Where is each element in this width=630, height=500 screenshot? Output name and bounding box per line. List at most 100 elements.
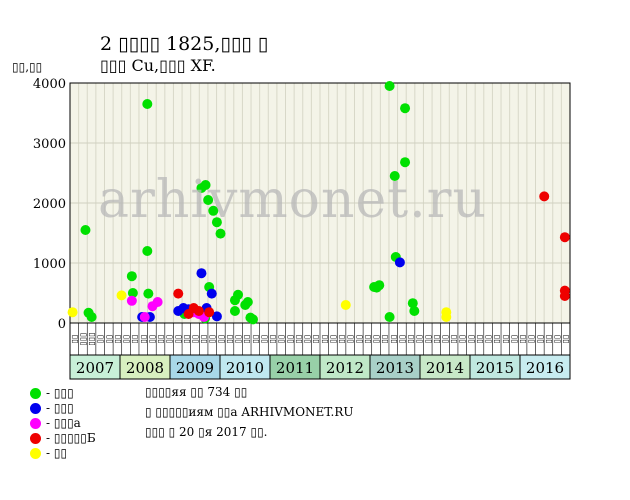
month-tick-label: ▯▯ (561, 335, 570, 344)
data-point (242, 297, 253, 307)
legend-item-red: - ▯▯▯▯▯Б (30, 431, 96, 445)
month-tick-label: ▯▯ (104, 335, 113, 344)
month-tick-label: ▯▯▯ (87, 332, 96, 345)
month-tick-label: ▯▯ (475, 335, 484, 344)
year-band (269, 354, 321, 380)
y-tick-label: 2000 (33, 197, 66, 212)
month-tick-label: ▯▯ (406, 335, 415, 344)
month-tick-label: ▯▯ (303, 335, 312, 344)
month-tick-label: ▯▯ (70, 335, 79, 344)
month-tick-label: ▯▯ (432, 335, 441, 344)
month-tick-label: ▯▯ (130, 335, 139, 344)
month-tick-label: ▯▯ (423, 335, 432, 344)
legend-label: - ▯▯▯ (46, 386, 74, 400)
month-tick-label: ▯▯ (553, 335, 562, 344)
legend-label: - ▯▯▯ (46, 401, 74, 415)
info-line-2: ▯ ▯▯▯▯▯иям ▯▯а ARHIVMONET.RU (145, 405, 354, 419)
month-tick-label: ▯▯ (466, 335, 475, 344)
month-tick-label: ▯▯ (501, 335, 510, 344)
month-tick-label: ▯▯ (216, 335, 225, 344)
year-label: 2010 (226, 359, 264, 377)
data-point (206, 288, 217, 299)
year-label: 2014 (426, 359, 464, 377)
data-point (200, 180, 211, 190)
month-tick-label: ▯▯▯ (78, 332, 87, 345)
data-point (143, 288, 154, 299)
month-tick-label: ▯▯ (372, 335, 381, 344)
watermark-text: arhivmonet.ru (98, 170, 488, 230)
month-tick-label: ▯▯ (397, 335, 406, 344)
month-tick-label: ▯▯ (225, 335, 234, 344)
month-tick-label: ▯▯ (268, 335, 277, 344)
month-tick-label: ▯▯ (492, 335, 501, 344)
month-tick-label: ▯▯ (389, 335, 398, 344)
month-tick-label: ▯▯ (147, 335, 156, 344)
legend-swatch (30, 417, 41, 429)
month-tick-label: ▯▯ (122, 335, 131, 344)
data-point (203, 195, 214, 205)
year-band (369, 354, 421, 380)
legend-swatch (30, 387, 41, 399)
data-point (116, 290, 127, 301)
legend-item-yellow: - ▯▯ (30, 446, 67, 460)
legend-item-green: - ▯▯▯ (30, 386, 74, 400)
legend-label: - ▯▯▯а (46, 416, 81, 430)
data-point (374, 280, 385, 291)
data-point (441, 312, 452, 322)
data-point (126, 295, 137, 306)
data-point (193, 306, 204, 316)
month-tick-label: ▯▯ (173, 335, 182, 344)
month-tick-label: ▯▯ (328, 335, 337, 344)
data-point (247, 314, 258, 325)
chart-subtitle: ▯▯▯ Cu,▯▯▯ XF. (100, 56, 216, 75)
legend-item-magenta: - ▯▯▯а (30, 416, 81, 430)
chart-title: 2 ▯▯▯▯ 1825,▯▯▯ ▯ (100, 33, 269, 55)
y-tick-label: 0 (58, 317, 66, 332)
legend-swatch (30, 447, 41, 459)
month-tick-label: ▯▯ (484, 335, 493, 344)
month-tick-label: ▯▯ (191, 335, 200, 344)
data-point (196, 268, 207, 279)
month-tick-label: ▯▯ (380, 335, 389, 344)
month-tick-label: ▯▯ (527, 335, 536, 344)
data-point (229, 306, 240, 316)
info-line-3: ▯▯▯ ▯ 20 ▯я 2017 ▯▯. (145, 425, 268, 439)
data-point (400, 157, 411, 168)
y-tick-label: 1000 (33, 257, 66, 272)
data-point (126, 271, 137, 282)
y-tick-label: 3000 (33, 137, 66, 152)
month-tick-label: ▯▯ (535, 335, 544, 344)
data-point (173, 288, 184, 299)
info-line-1: ▯▯▯▯яя ▯▯ 734 ▯▯ (145, 385, 248, 399)
month-tick-label: ▯▯ (113, 335, 122, 344)
month-tick-label: ▯▯ (346, 335, 355, 344)
data-point (67, 307, 78, 318)
year-band (419, 354, 471, 380)
legend-label: - ▯▯▯▯▯Б (46, 431, 96, 445)
month-tick-label: ▯▯ (277, 335, 286, 344)
month-tick-label: ▯▯ (458, 335, 467, 344)
data-point (208, 205, 219, 216)
year-label: 2016 (526, 359, 564, 377)
year-band (69, 354, 121, 380)
month-tick-label: ▯▯ (294, 335, 303, 344)
legend-label: - ▯▯ (46, 446, 68, 460)
data-point (86, 312, 97, 322)
month-tick-label: ▯▯ (311, 335, 320, 344)
data-point (211, 217, 222, 228)
data-point (204, 307, 215, 318)
data-point (80, 225, 91, 235)
year-band (219, 354, 271, 380)
month-tick-label: ▯▯ (259, 335, 268, 344)
month-tick-label: ▯▯ (199, 335, 208, 344)
data-point (384, 312, 395, 322)
month-tick-label: ▯▯ (139, 335, 148, 344)
data-point (394, 257, 405, 268)
month-tick-label: ▯▯ (449, 335, 458, 344)
month-tick-label: ▯▯ (441, 335, 450, 344)
month-tick-label: ▯▯ (208, 335, 217, 344)
year-label: 2015 (476, 359, 514, 377)
month-tick-label: ▯▯ (251, 335, 260, 344)
data-point (142, 246, 153, 256)
